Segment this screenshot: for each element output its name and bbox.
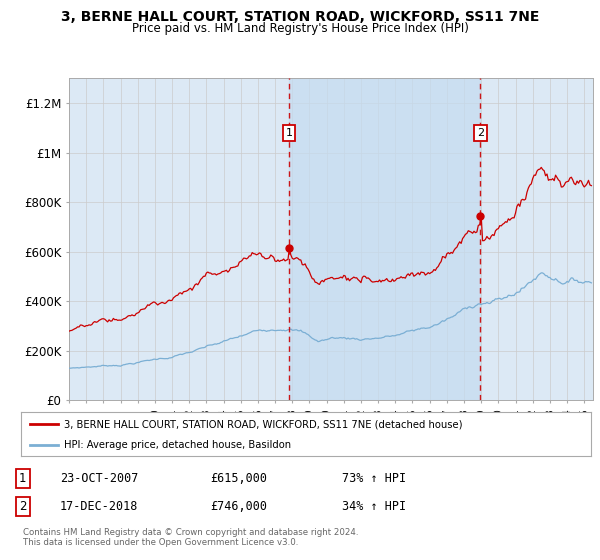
Text: 73% ↑ HPI: 73% ↑ HPI xyxy=(342,472,406,485)
Text: HPI: Average price, detached house, Basildon: HPI: Average price, detached house, Basi… xyxy=(64,440,291,450)
Text: Contains HM Land Registry data © Crown copyright and database right 2024.
This d: Contains HM Land Registry data © Crown c… xyxy=(23,528,358,547)
Text: £615,000: £615,000 xyxy=(210,472,267,485)
Text: 3, BERNE HALL COURT, STATION ROAD, WICKFORD, SS11 7NE: 3, BERNE HALL COURT, STATION ROAD, WICKF… xyxy=(61,10,539,24)
Text: Price paid vs. HM Land Registry's House Price Index (HPI): Price paid vs. HM Land Registry's House … xyxy=(131,22,469,35)
Text: 34% ↑ HPI: 34% ↑ HPI xyxy=(342,500,406,512)
Text: 17-DEC-2018: 17-DEC-2018 xyxy=(60,500,139,512)
Text: 1: 1 xyxy=(286,128,292,138)
Text: 3, BERNE HALL COURT, STATION ROAD, WICKFORD, SS11 7NE (detached house): 3, BERNE HALL COURT, STATION ROAD, WICKF… xyxy=(64,419,462,429)
Text: 2: 2 xyxy=(19,500,26,512)
Text: 1: 1 xyxy=(19,472,26,485)
Text: 2: 2 xyxy=(477,128,484,138)
Bar xyxy=(289,78,481,400)
Text: £746,000: £746,000 xyxy=(210,500,267,512)
Text: 23-OCT-2007: 23-OCT-2007 xyxy=(60,472,139,485)
